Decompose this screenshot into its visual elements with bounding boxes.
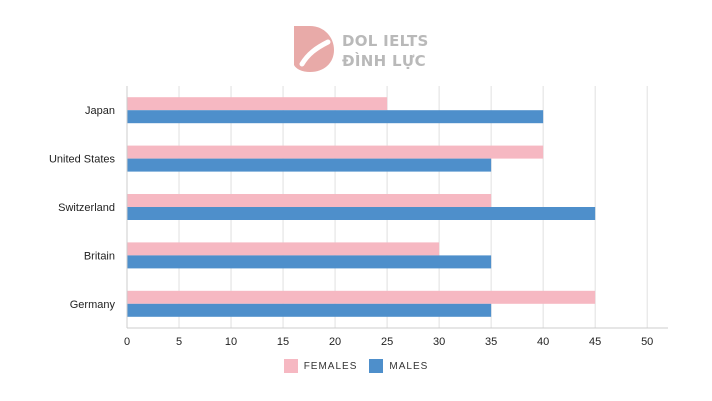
legend-label-females: FEMALES	[303, 360, 358, 372]
x-tick-label-30: 30	[433, 336, 445, 348]
legend-label-males: MALES	[389, 360, 429, 372]
x-tick-label-45: 45	[589, 336, 601, 348]
x-tick-label-50: 50	[641, 336, 653, 348]
bar-females-switzerland	[127, 194, 492, 207]
bar-females-britain	[127, 242, 440, 256]
brand-line-1: DOL IELTS	[342, 32, 429, 50]
x-tick-label-0: 0	[124, 336, 130, 348]
category-label-switzerland: Switzerland	[58, 202, 115, 214]
chart-legend: FEMALES MALES	[0, 359, 712, 373]
x-tick-label-10: 10	[225, 336, 237, 348]
bar-males-britain	[127, 255, 492, 269]
bar-males-switzerland	[127, 207, 596, 220]
bar-females-united-states	[127, 145, 544, 159]
x-tick-label-25: 25	[381, 336, 393, 348]
bar-males-germany	[127, 303, 492, 317]
x-tick-label-15: 15	[277, 336, 289, 348]
legend-swatch-females	[283, 359, 298, 373]
brand-line-2: ĐÌNH LỰC	[342, 52, 426, 70]
category-label-britain: Britain	[84, 250, 115, 262]
bar-females-germany	[127, 290, 596, 304]
x-tick-label-5: 5	[176, 336, 182, 348]
x-tick-label-35: 35	[485, 336, 497, 348]
bar-males-united-states	[127, 158, 492, 172]
category-label-japan: Japan	[85, 105, 115, 117]
legend-swatch-males	[369, 359, 384, 373]
legend-item-females: FEMALES	[283, 359, 358, 373]
dol-logo-icon	[294, 26, 334, 72]
bar-females-japan	[127, 97, 388, 111]
x-tick-label-20: 20	[329, 336, 341, 348]
category-label-united-states: United States	[49, 154, 116, 166]
bar-males-japan	[127, 110, 544, 124]
category-label-germany: Germany	[70, 299, 116, 311]
x-tick-label-40: 40	[537, 336, 549, 348]
legend-item-males: MALES	[369, 359, 428, 373]
